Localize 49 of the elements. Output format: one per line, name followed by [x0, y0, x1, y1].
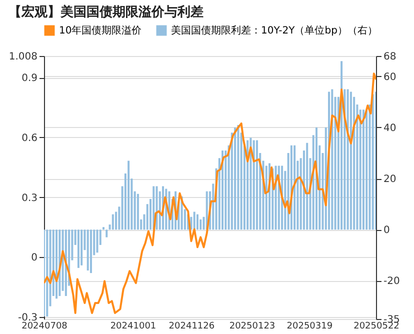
bar	[246, 140, 249, 230]
bar	[250, 138, 252, 230]
line-series	[44, 72, 376, 314]
bar	[102, 227, 105, 230]
bar	[237, 124, 240, 230]
y2-tick-label: 20	[384, 174, 396, 186]
y2-tick-label: 60	[384, 72, 396, 83]
y-tick-label: 0.6	[22, 132, 38, 144]
bar	[46, 230, 48, 316]
x-tick-label: 20250319	[286, 322, 333, 332]
bar	[156, 186, 158, 230]
x-tick-label: 20250522	[354, 322, 400, 332]
bar	[77, 230, 80, 268]
bar	[136, 194, 139, 230]
bar	[256, 140, 258, 230]
chart-title: 【宏观】美国国债期限溢价与利差	[8, 4, 204, 20]
y-tick-label: 0	[31, 252, 38, 264]
y2-tick-label: 68	[384, 52, 396, 62]
bar	[234, 127, 236, 230]
bar	[90, 230, 92, 274]
x-tick-label: 20241001	[110, 322, 156, 332]
bar	[306, 142, 308, 230]
legend-label: 10年国债期限溢价	[59, 24, 142, 37]
x-tick-label: 20241126	[168, 322, 215, 332]
y2-tick-label: -20	[384, 276, 400, 288]
bar	[96, 230, 98, 253]
legend-label: 美国国债期限利差：10Y-2Y（单位bp）（右）	[171, 24, 378, 37]
bar	[112, 214, 114, 230]
bar	[106, 230, 108, 238]
y-tick-label: 1.008	[8, 52, 38, 62]
y2-tick-label: 0	[384, 225, 390, 236]
y-tick-label: 0.9	[22, 73, 38, 84]
bar	[193, 212, 196, 230]
x-tick-label: 20250123	[229, 322, 276, 332]
bar	[346, 89, 349, 230]
bar	[372, 94, 374, 230]
x-tick-label: 20240708	[22, 322, 68, 332]
bar	[252, 140, 255, 230]
bar	[56, 230, 58, 299]
bar	[294, 145, 296, 230]
bar	[222, 150, 224, 230]
bar	[350, 92, 352, 230]
bar	[128, 160, 130, 230]
bar	[80, 230, 83, 266]
y2-tick-label: 40	[384, 122, 396, 134]
y-tick-label: 0.3	[22, 192, 38, 204]
bar	[86, 230, 89, 270]
bar	[362, 110, 364, 230]
bar	[196, 214, 198, 230]
